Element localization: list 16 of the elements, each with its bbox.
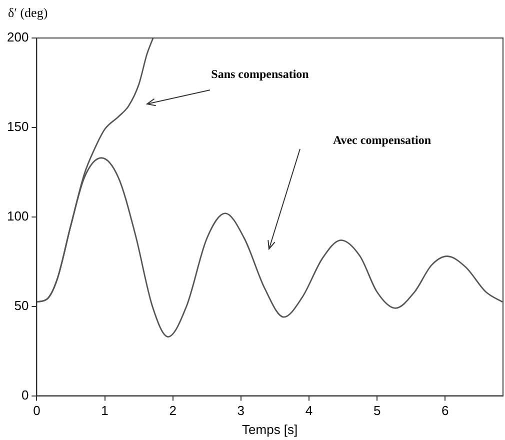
annotation: Avec compensation xyxy=(332,132,432,147)
y-tick-label: 100 xyxy=(6,208,29,224)
x-tick-label: 1 xyxy=(101,403,108,418)
x-tick-label: 4 xyxy=(305,403,313,418)
x-tick-label: 0 xyxy=(33,403,40,418)
y-tick-label: 150 xyxy=(6,119,29,134)
y-tick-label: 200 xyxy=(6,30,29,45)
x-tick-label: 6 xyxy=(442,403,449,418)
annotation: Sans compensation xyxy=(211,66,310,81)
x-tick-label: 3 xyxy=(237,403,245,418)
y-tick-label: 0 xyxy=(21,387,29,402)
x-axis-title: Temps [s] xyxy=(242,422,298,437)
y-axis-title: δ′ (deg) xyxy=(8,4,48,20)
x-tick-label: 5 xyxy=(373,403,381,418)
y-tick-label: 50 xyxy=(14,298,29,313)
x-tick-label: 2 xyxy=(169,403,176,418)
